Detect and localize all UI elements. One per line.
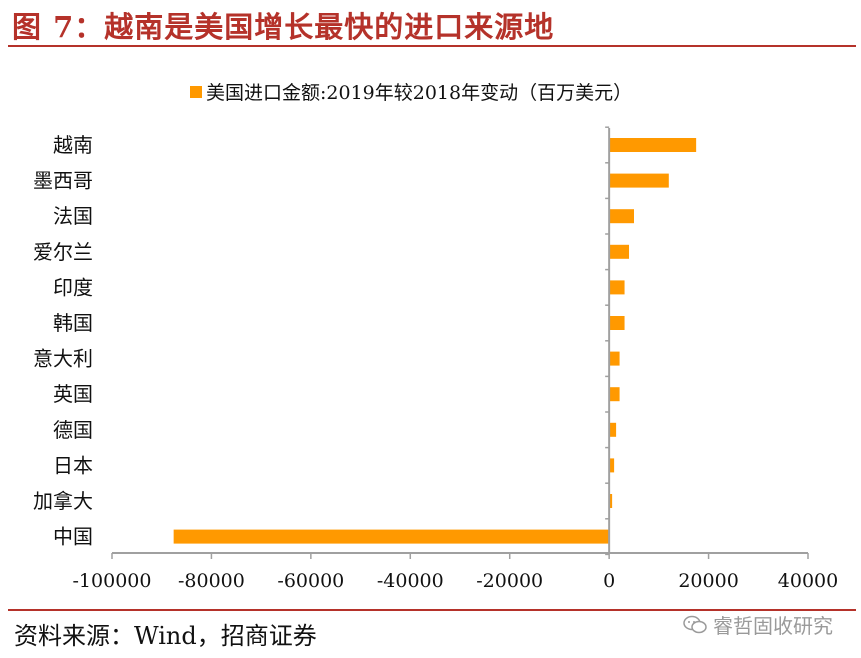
bar-2	[609, 209, 634, 224]
x-tick-label: 20000	[678, 570, 738, 592]
footer-divider	[8, 609, 856, 611]
category-label: 越南	[53, 133, 93, 157]
category-label: 德国	[53, 418, 93, 442]
category-label: 意大利	[33, 347, 93, 371]
category-label: 爱尔兰	[33, 240, 93, 264]
source-note: 资料来源：Wind，招商证券	[14, 622, 317, 650]
category-label: 中国	[53, 525, 93, 549]
x-tick-label: -20000	[476, 570, 543, 592]
category-label: 韩国	[53, 311, 93, 335]
bar-4	[609, 280, 625, 295]
bar-chart: 美国进口金额:2019年较2018年变动（百万美元） 越南墨西哥法国爱尔兰印度韩…	[33, 82, 838, 592]
category-label: 英国	[53, 382, 93, 406]
title-divider	[8, 45, 856, 47]
bar-11	[173, 529, 610, 544]
x-tick-label: 40000	[778, 570, 838, 592]
bar-9	[609, 458, 615, 473]
page-title: 图 7：越南是美国增长最快的进口来源地	[12, 10, 555, 44]
bar-8	[609, 422, 617, 437]
chart-legend: 美国进口金额:2019年较2018年变动（百万美元）	[190, 82, 632, 104]
x-tick-label: -60000	[277, 570, 344, 592]
bar-10	[609, 494, 613, 508]
x-tick-label: -100000	[73, 570, 152, 592]
legend-swatch	[190, 86, 202, 98]
category-label: 日本	[53, 453, 93, 477]
bar-5	[609, 316, 625, 330]
category-label: 加拿大	[33, 489, 93, 513]
x-tick-label: -80000	[178, 570, 245, 592]
x-tick-label: 0	[603, 570, 615, 592]
chat-bubble-icon	[683, 615, 707, 633]
x-tick-label: -40000	[377, 570, 444, 592]
bar-0	[609, 138, 697, 152]
watermark-text: 睿哲固收研究	[713, 614, 833, 638]
bar-7	[609, 387, 620, 402]
category-label: 印度	[53, 275, 93, 299]
bar-6	[609, 351, 620, 366]
category-label: 墨西哥	[33, 169, 93, 193]
legend-label: 美国进口金额:2019年较2018年变动（百万美元）	[206, 82, 632, 104]
bar-1	[609, 173, 669, 188]
watermark: 睿哲固收研究	[683, 610, 833, 639]
bar-3	[609, 244, 630, 259]
category-label: 法国	[53, 204, 93, 228]
